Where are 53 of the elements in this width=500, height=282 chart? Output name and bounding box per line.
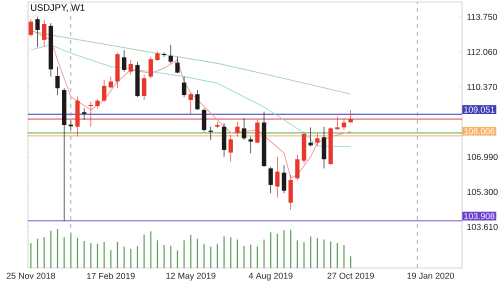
candlestick	[168, 44, 173, 64]
y-tick-label: 113.750	[467, 14, 498, 20]
candlestick	[242, 118, 246, 140]
candlestick	[148, 56, 153, 79]
chart-title: USDJPY, W1	[30, 4, 85, 12]
candlestick	[235, 121, 240, 137]
candlestick	[342, 118, 346, 130]
x-tick-label: 19 Jan 2020	[407, 272, 454, 279]
ref-line-label: 103.908	[464, 213, 495, 220]
candlestick	[275, 156, 280, 198]
candlestick	[282, 164, 286, 194]
candlestick	[122, 50, 126, 72]
ref-line-label: 108.006	[464, 128, 495, 134]
candlestick	[248, 136, 253, 154]
candlestick	[288, 174, 293, 210]
candlestick	[268, 166, 273, 194]
candlestick	[228, 134, 233, 162]
y-tick-label: 103.610	[467, 224, 498, 230]
candlestick	[188, 92, 193, 116]
candlestick	[128, 60, 133, 76]
candlestick	[295, 154, 300, 180]
candlestick	[55, 66, 60, 96]
x-tick-label: 12 May 2019	[166, 272, 216, 281]
line-series	[30, 44, 352, 147]
x-tick-label: 25 Nov 2018	[6, 272, 56, 279]
candlestick	[102, 80, 106, 102]
candlestick	[142, 74, 146, 100]
candlestick	[315, 133, 320, 146]
candlestick	[195, 90, 200, 110]
x-tick-label: 17 Feb 2019	[87, 272, 135, 280]
candlestick	[182, 76, 186, 98]
ref-line-label: 109.051	[464, 106, 494, 113]
x-tick-label: 27 Oct 2019	[327, 272, 374, 279]
candlestick	[95, 98, 100, 109]
candlestick	[348, 110, 353, 123]
candlestick	[222, 122, 226, 158]
candlestick	[28, 18, 34, 37]
candlestick	[82, 108, 86, 120]
y-tick-label: 110.370	[467, 84, 498, 90]
candlestick	[255, 120, 260, 144]
candlestick	[308, 126, 313, 147]
candlestick	[202, 108, 206, 132]
candlestick	[68, 120, 74, 130]
candlestick	[108, 76, 113, 89]
candlestick	[35, 16, 40, 48]
candlestick	[175, 56, 180, 74]
candlestick	[208, 126, 213, 140]
x-tick-label: 4 Aug 2019	[248, 272, 292, 281]
candlestick	[88, 101, 94, 128]
y-tick-label: 105.300	[467, 188, 498, 196]
y-tick-label: 112.060	[467, 48, 498, 55]
y-tick-label: 106.990	[467, 154, 498, 160]
candlestick	[42, 19, 46, 47]
